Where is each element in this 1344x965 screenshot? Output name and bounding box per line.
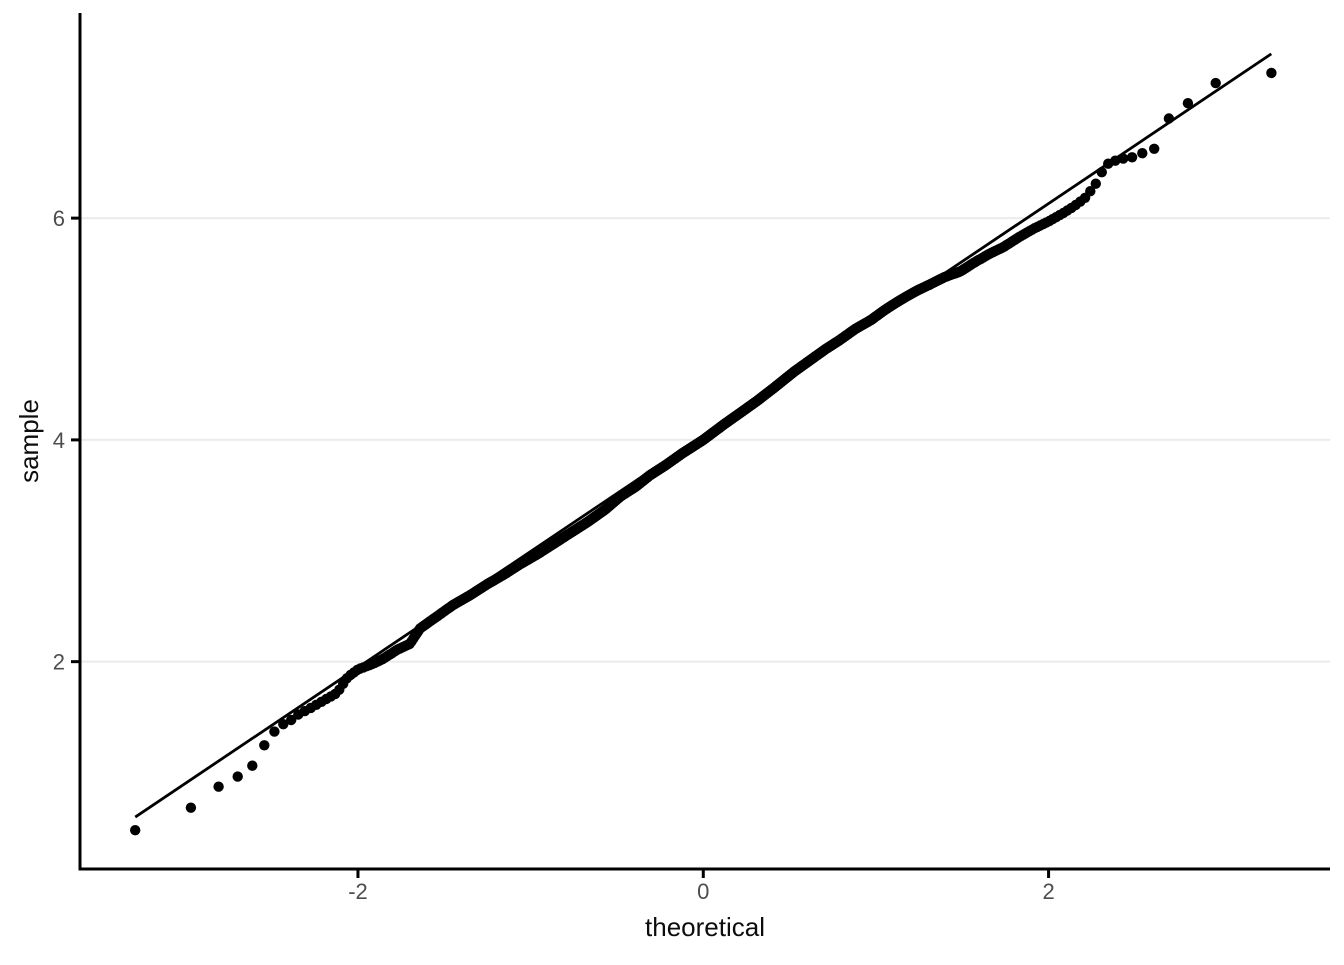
- x-tick-label: -2: [348, 879, 368, 904]
- qq-point: [213, 781, 224, 792]
- x-tick-label: 2: [1042, 879, 1054, 904]
- qq-point: [1149, 143, 1160, 154]
- qq-point: [269, 726, 280, 737]
- qq-point: [259, 740, 270, 751]
- qq-point: [278, 719, 289, 730]
- y-tick-label: 2: [53, 650, 65, 675]
- qq-point: [130, 825, 141, 836]
- qq-point: [232, 771, 243, 782]
- qq-point: [1137, 148, 1148, 159]
- y-tick-label: 4: [53, 428, 65, 453]
- tick-labels-layer: -2 0 2 2 4 6: [53, 206, 1055, 904]
- reference-line-layer: [134, 52, 1273, 819]
- qq-point: [1126, 152, 1138, 163]
- qq-point: [247, 760, 258, 771]
- qq-points-layer: [130, 67, 1277, 836]
- qq-point: [286, 714, 297, 726]
- x-tick-label: 0: [697, 879, 709, 904]
- qq-point: [1090, 178, 1102, 189]
- y-tick-label: 6: [53, 206, 65, 231]
- qq-point: [1085, 186, 1096, 197]
- x-axis-title: theoretical: [645, 912, 765, 942]
- qq-point: [1182, 98, 1194, 109]
- qq-point: [1210, 77, 1221, 89]
- y-axis-title: sample: [14, 399, 44, 483]
- qq-reference-line: [134, 52, 1273, 819]
- qq-point: [185, 802, 197, 813]
- qq-point: [1266, 67, 1277, 79]
- axes-layer: [71, 13, 1330, 878]
